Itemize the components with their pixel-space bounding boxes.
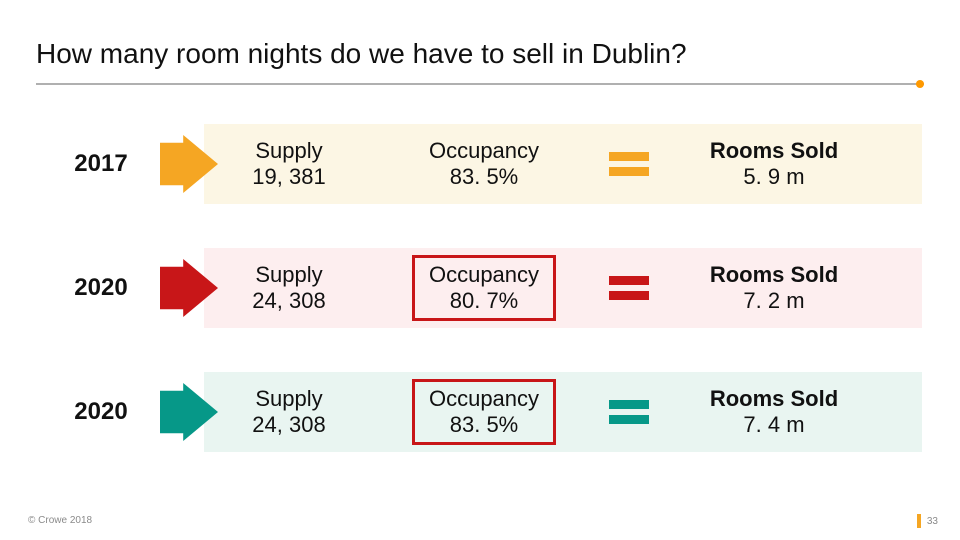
occupancy-value: 80. 7% — [429, 288, 539, 314]
occupancy-cell: Occupancy83. 5% — [374, 379, 594, 445]
supply-value: 24, 308 — [204, 412, 374, 438]
occupancy-frame: Occupancy83. 5% — [412, 379, 556, 445]
rooms-sold-cell: Rooms Sold7. 4 m — [664, 386, 884, 438]
equals-icon — [594, 276, 664, 300]
supply-value: 19, 381 — [204, 164, 374, 190]
rooms-sold-label: Rooms Sold — [664, 138, 884, 164]
data-row: 2017 Supply19, 381 Occupancy83. 5% Rooms So… — [42, 124, 922, 204]
arrow-icon — [160, 258, 218, 318]
underline-dot — [916, 80, 924, 88]
occupancy-value: 83. 5% — [429, 164, 539, 190]
rooms-sold-cell: Rooms Sold7. 2 m — [664, 262, 884, 314]
page-number: 33 — [927, 516, 938, 527]
occupancy-label: Occupancy — [429, 262, 539, 288]
page-number-bar — [917, 514, 921, 528]
rooms-sold-cell: Rooms Sold5. 9 m — [664, 138, 884, 190]
supply-label: Supply — [204, 386, 374, 412]
rooms-sold-label: Rooms Sold — [664, 262, 884, 288]
equals-icon — [594, 400, 664, 424]
data-row: 2020 Supply24, 308 Occupancy80. 7% Rooms So… — [42, 248, 922, 328]
occupancy-label: Occupancy — [429, 386, 539, 412]
year-box: 2017 — [42, 134, 160, 194]
page-number-wrap: 33 — [917, 514, 938, 528]
occupancy-cell: Occupancy83. 5% — [374, 131, 594, 197]
occupancy-label: Occupancy — [429, 138, 539, 164]
title-underline — [36, 82, 924, 86]
underline-line — [36, 83, 924, 85]
supply-cell: Supply19, 381 — [204, 138, 374, 190]
year-box: 2020 — [42, 382, 160, 442]
occupancy-cell: Occupancy80. 7% — [374, 255, 594, 321]
page-title: How many room nights do we have to sell … — [36, 38, 687, 70]
data-band: Supply24, 308 Occupancy80. 7% Rooms Sold7.… — [204, 248, 922, 328]
rooms-sold-value: 5. 9 m — [664, 164, 884, 190]
data-band: Supply24, 308 Occupancy83. 5% Rooms Sold7.… — [204, 372, 922, 452]
data-row: 2020 Supply24, 308 Occupancy83. 5% Rooms So… — [42, 372, 922, 452]
arrow-icon — [160, 134, 218, 194]
occupancy-frame: Occupancy83. 5% — [412, 131, 556, 197]
supply-label: Supply — [204, 262, 374, 288]
rooms-sold-value: 7. 4 m — [664, 412, 884, 438]
data-rows: 2017Supply19, 381Occupancy83. 5%Rooms So… — [42, 124, 922, 496]
rooms-sold-value: 7. 2 m — [664, 288, 884, 314]
arrow-icon — [160, 382, 218, 442]
rooms-sold-label: Rooms Sold — [664, 386, 884, 412]
copyright-text: © Crowe 2018 — [28, 515, 92, 526]
data-band: Supply19, 381 Occupancy83. 5% Rooms Sold5.… — [204, 124, 922, 204]
equals-icon — [594, 152, 664, 176]
supply-value: 24, 308 — [204, 288, 374, 314]
supply-label: Supply — [204, 138, 374, 164]
year-box: 2020 — [42, 258, 160, 318]
supply-cell: Supply24, 308 — [204, 262, 374, 314]
supply-cell: Supply24, 308 — [204, 386, 374, 438]
occupancy-frame: Occupancy80. 7% — [412, 255, 556, 321]
occupancy-value: 83. 5% — [429, 412, 539, 438]
